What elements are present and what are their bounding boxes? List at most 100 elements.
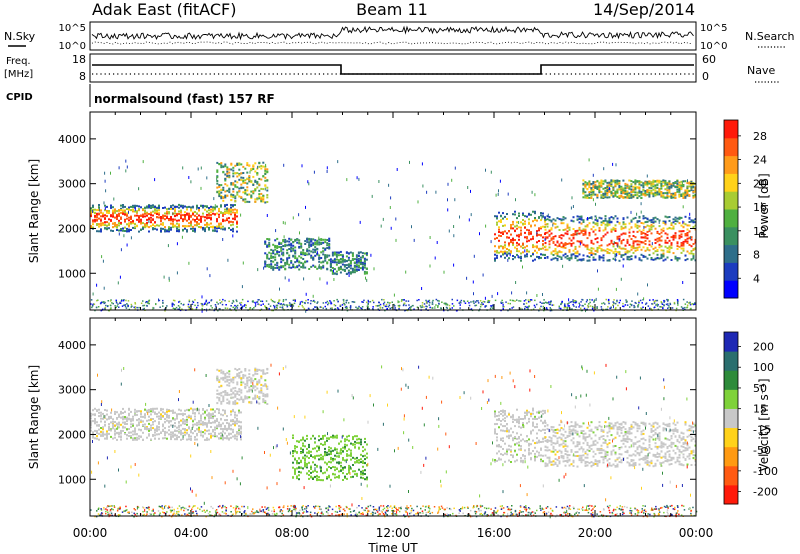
echo-cell	[220, 196, 223, 199]
echo-cell	[120, 207, 122, 210]
echo-cell	[606, 192, 609, 195]
echo-cell	[160, 432, 162, 434]
echo-cell	[206, 205, 208, 208]
echo-cell	[548, 243, 551, 246]
echo-cell	[264, 252, 267, 255]
echo-cell	[536, 303, 538, 306]
echo-cell	[638, 220, 641, 223]
echo-cell	[310, 256, 313, 259]
echo-cell	[620, 187, 623, 190]
echo-cell	[92, 206, 94, 208]
echo-cell	[586, 255, 589, 258]
echo-cell	[692, 255, 695, 258]
echo-cell	[326, 242, 329, 245]
echo-cell	[636, 230, 639, 233]
echo-cell	[574, 230, 577, 233]
echo-cell	[361, 301, 363, 303]
echo-cell	[516, 224, 518, 227]
echo-cell	[258, 303, 260, 306]
echo-cell	[473, 254, 475, 258]
echo-cell	[443, 309, 445, 312]
echo-cell	[589, 301, 591, 304]
echo-cell	[226, 203, 228, 206]
echo-cell	[252, 168, 255, 170]
echo-cell	[94, 429, 96, 432]
echo-cell	[146, 436, 148, 439]
echo-cell	[378, 304, 381, 307]
echo-cell	[598, 185, 601, 188]
echo-cell	[448, 229, 450, 233]
echo-cell	[266, 196, 269, 199]
echo-cell	[605, 308, 607, 311]
echo-cell	[94, 216, 96, 219]
echo-cell	[260, 304, 262, 306]
echo-cell	[280, 261, 283, 264]
echo-cell	[674, 222, 677, 225]
echo-cell	[680, 306, 683, 308]
echo-cell	[468, 218, 470, 222]
echo-cell	[630, 255, 633, 258]
echo-cell	[197, 304, 199, 307]
echo-cell	[99, 208, 100, 212]
echo-cell	[347, 302, 350, 304]
echo-cell	[379, 306, 382, 309]
echo-cell	[584, 194, 587, 197]
echo-cell	[178, 213, 180, 215]
echo-cell	[194, 228, 196, 231]
echo-cell	[694, 195, 697, 198]
echo-cell	[294, 266, 297, 269]
echo-cell	[116, 411, 118, 414]
echo-cell	[688, 185, 691, 188]
echo-cell	[158, 204, 160, 207]
echo-cell	[182, 166, 184, 170]
echo-cell	[91, 210, 93, 213]
echo-cell	[232, 299, 234, 302]
echo-cell	[592, 258, 595, 261]
echo-cell	[184, 214, 186, 216]
echo-cell	[168, 429, 170, 432]
echo-cell	[134, 302, 136, 304]
echo-cell	[110, 416, 112, 419]
echo-cell	[132, 415, 134, 418]
echo-cell	[522, 243, 524, 246]
echo-cell	[108, 432, 110, 435]
echo-cell	[104, 433, 106, 436]
echo-cell	[616, 183, 619, 186]
echo-cell	[346, 178, 348, 182]
echo-cell	[498, 239, 500, 242]
echo-cell	[198, 408, 200, 411]
echo-cell	[674, 257, 677, 260]
echo-cell	[235, 299, 238, 301]
echo-cell	[472, 300, 474, 303]
echo-cell	[692, 194, 695, 197]
echo-cell	[152, 306, 154, 310]
echo-cell	[562, 254, 565, 257]
echo-cell	[104, 209, 106, 212]
echo-cell	[234, 200, 237, 203]
echo-cell	[544, 238, 546, 242]
echo-cell	[232, 204, 234, 207]
echo-cell	[228, 191, 231, 194]
echo-cell	[228, 209, 230, 212]
echo-cell	[674, 236, 677, 239]
echo-cell	[574, 256, 577, 259]
echo-cell	[504, 252, 506, 255]
echo-cell	[479, 232, 480, 236]
echo-cell	[204, 432, 206, 435]
echo-cell	[508, 236, 510, 239]
echo-cell	[610, 229, 613, 232]
echo-cell	[140, 222, 142, 225]
echo-cell	[125, 299, 127, 302]
echo-cell	[431, 303, 434, 305]
echo-cell	[666, 241, 669, 244]
echo-cell	[184, 423, 186, 425]
echo-cell	[357, 269, 360, 271]
echo-cell	[381, 307, 384, 309]
echo-cell	[552, 236, 555, 239]
echo-cell	[666, 236, 669, 239]
echo-cell	[292, 263, 295, 266]
echo-cell	[232, 301, 235, 303]
echo-cell	[633, 304, 635, 307]
echo-cell	[496, 223, 498, 226]
echo-cell	[154, 411, 156, 414]
